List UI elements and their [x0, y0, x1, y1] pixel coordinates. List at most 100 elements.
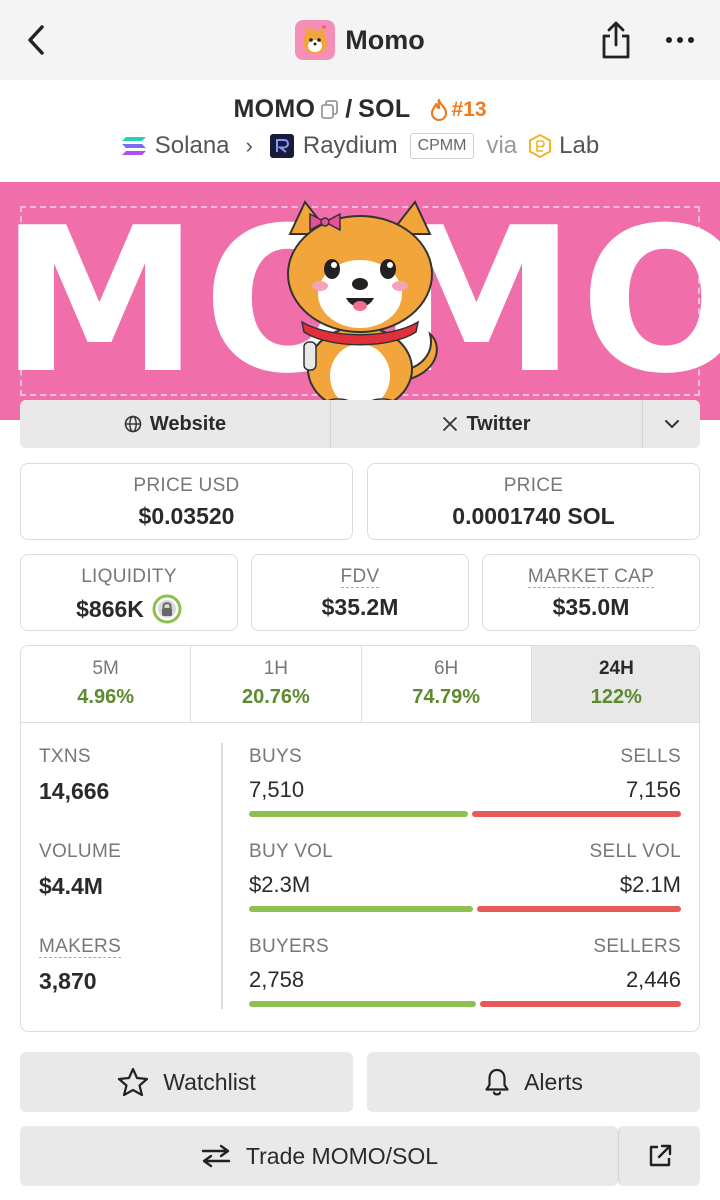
buy-vol-label: BUY VOL: [249, 841, 334, 862]
trending-rank: #13: [451, 97, 487, 121]
sell-vol-label: SELL VOL: [589, 841, 681, 862]
website-label: Website: [149, 412, 227, 435]
buy-vol-value: $2.3M: [249, 872, 311, 897]
txns-value: 14,666: [39, 778, 110, 804]
pair-separator: /: [345, 95, 353, 123]
price-native-card: PRICE 0.0001740 SOL: [367, 463, 700, 540]
sellers-value: 2,446: [625, 967, 681, 992]
timeframe-tabs: 5M 4.96% 1H 20.76% 6H 74.79% 24H 122%: [21, 646, 699, 723]
pool-type-badge: CPMM: [409, 133, 475, 159]
price-usd-label: PRICE USD: [133, 475, 240, 496]
sells-value: 7,156: [625, 777, 681, 802]
fdv-label: FDV: [340, 566, 380, 588]
alerts-button[interactable]: Alerts: [367, 1052, 700, 1112]
tab-6h[interactable]: 6H 74.79%: [362, 646, 532, 722]
tab-change: 74.79%: [412, 686, 481, 708]
flame-icon: [431, 98, 448, 121]
social-links-bar: Website Twitter: [20, 400, 700, 448]
buy-sell-column: BUYS SELLS 7,510 7,156 BUY VOL SELL VOL …: [249, 746, 681, 1031]
open-external-button[interactable]: [618, 1126, 700, 1186]
raydium-icon: [269, 134, 294, 158]
token-banner: MOMO: [0, 182, 720, 420]
chevron-down-icon: [664, 420, 679, 428]
website-button[interactable]: Website: [20, 400, 331, 448]
launchpad-name[interactable]: Lab: [559, 132, 600, 159]
back-button[interactable]: [18, 22, 54, 58]
price-usd-card: PRICE USD $0.03520: [20, 463, 353, 540]
price-native-value: 0.0001740 SOL: [452, 503, 615, 529]
watchlist-label: Watchlist: [163, 1068, 256, 1095]
pair-header: MOMO / SOL #13: [0, 95, 720, 124]
star-icon: [118, 1067, 149, 1097]
market-cap-card[interactable]: MARKET CAP $35.0M: [482, 554, 700, 631]
tab-change: 20.76%: [241, 686, 310, 708]
volume-bar: [249, 906, 681, 912]
tab-label: 6H: [433, 658, 459, 679]
twitter-button[interactable]: Twitter: [331, 400, 643, 448]
stats-divider: [221, 743, 223, 1009]
liquidity-label: LIQUIDITY: [81, 566, 177, 587]
price-native-label: PRICE: [503, 475, 564, 496]
trade-label: Trade MOMO/SOL: [245, 1142, 439, 1169]
buyers-bar: [249, 1001, 476, 1007]
chevron-right-icon: ›: [245, 133, 253, 158]
tab-5m[interactable]: 5M 4.96%: [21, 646, 192, 722]
share-button[interactable]: [598, 20, 634, 60]
chain-dex-row: Solana › Raydium CPMM via Lab: [0, 132, 720, 160]
copy-icon[interactable]: [321, 99, 339, 120]
buys-label: BUYS: [249, 746, 302, 767]
buy-bar: [249, 811, 469, 817]
alerts-label: Alerts: [524, 1068, 583, 1095]
lock-icon[interactable]: [152, 594, 182, 624]
volume-split: BUY VOL SELL VOL $2.3M $2.1M: [249, 841, 681, 936]
buyers-sellers-split: BUYERS SELLERS 2,758 2,446: [249, 936, 681, 1031]
trending-rank-badge[interactable]: #13: [430, 97, 487, 122]
tab-label: 24H: [598, 658, 634, 679]
volume-stat: VOLUME $4.4M: [39, 841, 219, 936]
txns-label: TXNS: [39, 746, 91, 767]
momo-logo-icon: [295, 20, 336, 60]
dex-name[interactable]: Raydium: [302, 132, 398, 159]
buys-value: 7,510: [249, 777, 305, 802]
makers-stat[interactable]: MAKERS 3,870: [39, 936, 219, 1031]
volume-value: $4.4M: [39, 873, 103, 899]
watchlist-button[interactable]: Watchlist: [20, 1052, 353, 1112]
trade-button[interactable]: Trade MOMO/SOL: [20, 1126, 618, 1186]
sell-bar: [472, 811, 681, 817]
lab-icon: [529, 134, 552, 158]
chevron-left-icon: [28, 25, 44, 55]
makers-value: 3,870: [39, 968, 97, 994]
top-nav-bar: Momo: [0, 0, 720, 80]
buys-sells-split: BUYS SELLS 7,510 7,156: [249, 746, 681, 841]
tab-change: 122%: [590, 686, 642, 708]
market-cap-value: $35.0M: [552, 594, 630, 620]
makers-label: MAKERS: [39, 936, 122, 958]
shiba-mascot-icon: [287, 200, 438, 414]
totals-column: TXNS 14,666 VOLUME $4.4M MAKERS 3,870: [39, 746, 219, 1031]
tab-1h[interactable]: 1H 20.76%: [191, 646, 362, 722]
trading-stats-card: 5M 4.96% 1H 20.76% 6H 74.79% 24H 122% TX…: [20, 645, 700, 1032]
quote-token-symbol: SOL: [358, 95, 411, 123]
txns-stat: TXNS 14,666: [39, 746, 219, 841]
sells-label: SELLS: [620, 746, 681, 767]
globe-icon: [124, 415, 142, 433]
bell-icon: [485, 1068, 509, 1096]
app-title: Momo: [0, 20, 720, 60]
liquidity-value: $866K: [76, 595, 144, 622]
buys-sells-bar: [249, 811, 681, 817]
more-links-button[interactable]: [643, 400, 700, 448]
fdv-card[interactable]: FDV $35.2M: [251, 554, 469, 631]
buyers-sellers-bar: [249, 1001, 681, 1007]
more-options-button[interactable]: [660, 26, 700, 54]
share-icon: [602, 21, 630, 59]
app-title-text: Momo: [345, 24, 425, 55]
buy-vol-bar: [249, 906, 473, 912]
chain-name[interactable]: Solana: [154, 132, 230, 159]
via-label: via: [486, 132, 518, 159]
tab-change: 4.96%: [77, 686, 134, 708]
market-cap-label: MARKET CAP: [527, 566, 655, 588]
swap-arrows-icon: [201, 1144, 231, 1168]
tab-24h[interactable]: 24H 122%: [531, 646, 699, 722]
price-usd-value: $0.03520: [138, 503, 235, 529]
buyers-label: BUYERS: [249, 936, 329, 957]
